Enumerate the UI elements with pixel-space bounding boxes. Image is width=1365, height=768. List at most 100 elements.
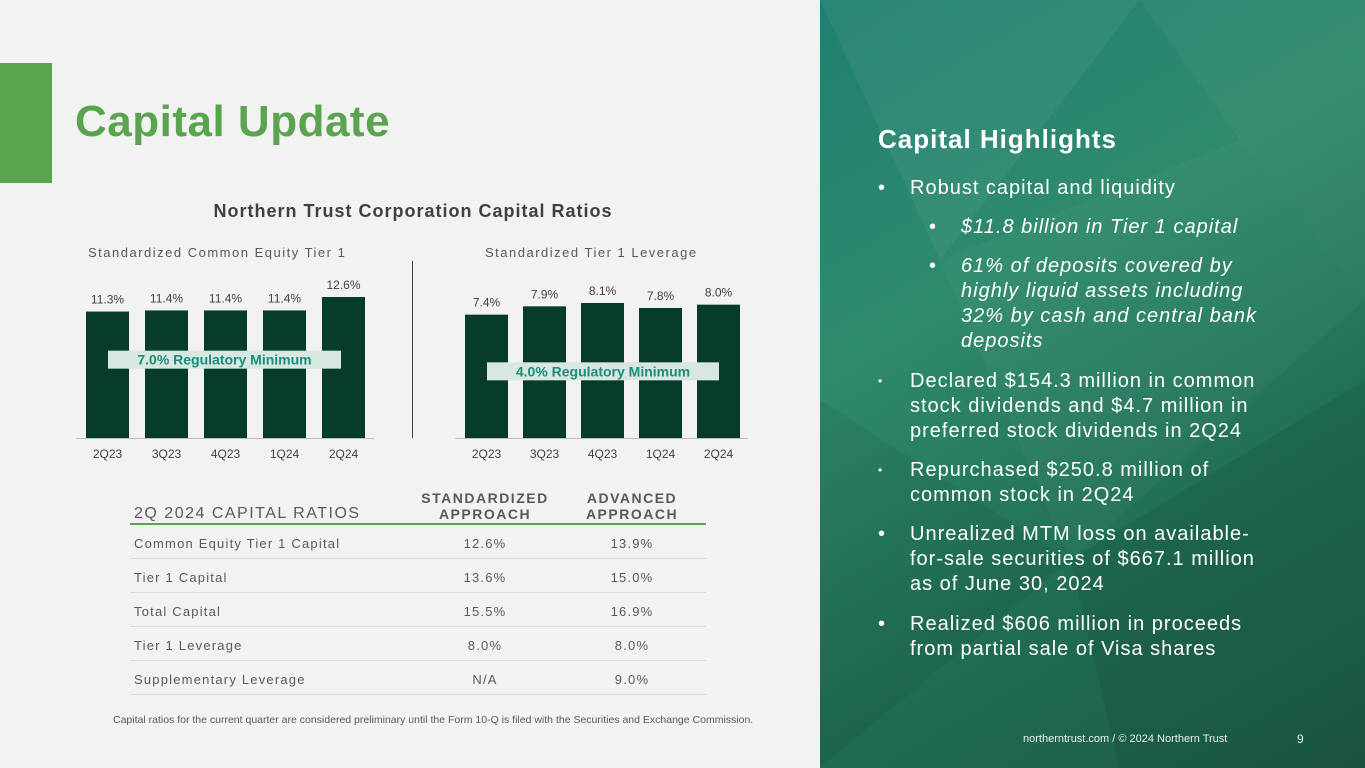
highlight-sub-bullet: • 61% of deposits covered by highly liqu…: [929, 254, 1257, 354]
leverage-category-label: 3Q23: [530, 447, 560, 461]
highlight-bullet: • Repurchased $250.8 million of common s…: [878, 458, 1210, 508]
table-row: Common Equity Tier 1 Capital 12.6% 13.9%: [130, 525, 706, 559]
row-standardized-value: 8.0%: [467, 638, 503, 653]
leverage-data-label: 7.4%: [473, 296, 501, 310]
table-row: Tier 1 Leverage 8.0% 8.0%: [130, 627, 706, 661]
cet1-data-label: 12.6%: [326, 278, 360, 292]
row-label: Supplementary Leverage: [134, 672, 306, 687]
cet1-category-label: 4Q23: [211, 447, 241, 461]
advanced-approach-header: ADVANCED APPROACH: [574, 490, 690, 522]
bullet-text: Robust capital and liquidity: [910, 177, 1176, 199]
table-header: 2Q 2024 CAPITAL RATIOS STANDARDIZED APPR…: [130, 488, 706, 525]
advanced-header-line1: ADVANCED: [586, 490, 678, 506]
cet1-data-label: 11.4%: [268, 291, 301, 305]
cet1-data-label: 11.3%: [91, 293, 124, 307]
bullet-dot: •: [929, 216, 938, 238]
standardized-header-line1: STANDARDIZED: [421, 490, 549, 506]
bullet-text-line: stock dividends and $4.7 million in: [910, 395, 1249, 417]
chart-divider: [412, 261, 413, 438]
bullet-text-line: Declared $154.3 million in common: [910, 370, 1256, 392]
cet1-category-label: 2Q24: [329, 447, 359, 461]
cet1-bar: [86, 311, 129, 438]
row-advanced-value: 9.0%: [614, 672, 650, 687]
cet1-category-label: 3Q23: [152, 447, 182, 461]
background-facets: [820, 0, 1365, 768]
row-advanced-value: 8.0%: [614, 638, 650, 653]
table-row: Supplementary Leverage N/A 9.0%: [130, 661, 706, 695]
capital-ratio-charts: 11.3% 2Q23 11.4% 3Q23 11.4% 4Q23 11.4% 1Q24 12.6…: [76, 278, 748, 461]
left-panel: Capital Update Northern Trust Corporatio…: [0, 63, 754, 726]
cet1-bar: [145, 310, 188, 438]
highlight-bullet: • Robust capital and liquidity: [878, 176, 1176, 201]
leverage-data-label: 7.8%: [647, 289, 675, 303]
bullet-text-line: preferred stock dividends in 2Q24: [910, 420, 1243, 442]
row-advanced-value: 16.9%: [610, 604, 654, 619]
bullet-text-line: 61% of deposits covered by: [961, 255, 1233, 277]
footer-text: northerntrust.com / © 2024 Northern Trus…: [1023, 733, 1228, 745]
row-standardized-value: 13.6%: [463, 570, 507, 585]
bullet-text-line: Repurchased $250.8 million of: [910, 459, 1210, 481]
bullet-text-line: as of June 30, 2024: [910, 573, 1105, 595]
leverage-data-label: 8.0%: [705, 286, 733, 300]
leverage-chart-subtitle: Standardized Tier 1 Leverage: [485, 245, 698, 260]
standardized-approach-header: STANDARDIZED APPROACH: [408, 490, 562, 522]
leverage-regulatory-label: 4.0% Regulatory Minimum: [516, 363, 690, 379]
page-title: Capital Update: [75, 97, 391, 146]
cet1-bar: [263, 310, 306, 438]
cet1-data-label: 11.4%: [209, 291, 242, 305]
leverage-data-label: 8.1%: [589, 284, 617, 298]
bullet-text-line: for-sale securities of $667.1 million: [910, 548, 1255, 570]
advanced-header-line2: APPROACH: [585, 506, 679, 522]
standardized-header-line2: APPROACH: [438, 506, 532, 522]
row-standardized-value: 12.6%: [463, 536, 507, 551]
title-accent-bar: [0, 63, 52, 183]
bullet-dot: •: [878, 613, 887, 635]
bullet-dot: •: [878, 374, 884, 388]
bullet-text-line: Realized $606 million in proceeds: [910, 613, 1243, 635]
highlight-bullet: • Unrealized MTM loss on available- for-…: [878, 522, 1255, 597]
bullet-text-line: 32% by cash and central bank: [961, 305, 1257, 327]
highlights-title: Capital Highlights: [878, 124, 1117, 154]
highlight-bullet: • Declared $154.3 million in common stoc…: [878, 369, 1256, 444]
row-label: Common Equity Tier 1 Capital: [134, 536, 341, 551]
capital-ratios-table: 2Q 2024 CAPITAL RATIOS STANDARDIZED APPR…: [130, 488, 706, 695]
bullet-text-line: common stock in 2Q24: [910, 484, 1135, 506]
row-label: Tier 1 Capital: [134, 570, 228, 585]
bullet-dot: •: [878, 177, 887, 199]
row-advanced-value: 15.0%: [610, 570, 654, 585]
bullet-text-line: from partial sale of Visa shares: [910, 638, 1217, 660]
bullet-dot: •: [878, 523, 887, 545]
leverage-category-label: 2Q24: [704, 447, 734, 461]
bullet-dot: •: [929, 255, 938, 277]
bullet-text-line: Unrealized MTM loss on available-: [910, 523, 1250, 545]
row-label: Total Capital: [134, 604, 222, 619]
cet1-data-label: 11.4%: [150, 291, 183, 305]
cet1-category-label: 1Q24: [270, 447, 300, 461]
bullet-text-line: highly liquid assets including: [961, 280, 1244, 302]
row-label: Tier 1 Leverage: [134, 638, 243, 653]
bullet-text-line: deposits: [961, 330, 1044, 352]
cet1-category-label: 2Q23: [93, 447, 123, 461]
page-number: 9: [1297, 732, 1304, 746]
highlights-panel: Capital Highlights • Robust capital and …: [820, 0, 1365, 768]
highlight-sub-bullet: • $11.8 billion in Tier 1 capital: [929, 215, 1239, 240]
highlight-bullet: • Realized $606 million in proceeds from…: [878, 612, 1243, 662]
chart-group-title: Northern Trust Corporation Capital Ratio…: [213, 201, 613, 221]
cet1-chart-subtitle: Standardized Common Equity Tier 1: [88, 245, 347, 260]
footnote: Capital ratios for the current quarter a…: [113, 714, 754, 726]
bullet-text: $11.8 billion in Tier 1 capital: [961, 216, 1239, 238]
leverage-category-label: 2Q23: [472, 447, 502, 461]
cet1-regulatory-band: [108, 350, 341, 369]
leverage-category-label: 1Q24: [646, 447, 676, 461]
leverage-category-label: 4Q23: [588, 447, 618, 461]
table-row: Tier 1 Capital 13.6% 15.0%: [130, 559, 706, 593]
cet1-bar: [204, 310, 247, 438]
table-title: 2Q 2024 CAPITAL RATIOS: [134, 505, 361, 522]
row-standardized-value: 15.5%: [463, 604, 507, 619]
row-standardized-value: N/A: [472, 672, 498, 687]
table-row: Total Capital 15.5% 16.9%: [130, 593, 706, 627]
bullet-dot: •: [878, 463, 884, 477]
leverage-data-label: 7.9%: [531, 287, 559, 301]
cet1-regulatory-label: 7.0% Regulatory Minimum: [137, 352, 311, 368]
row-advanced-value: 13.9%: [610, 536, 654, 551]
